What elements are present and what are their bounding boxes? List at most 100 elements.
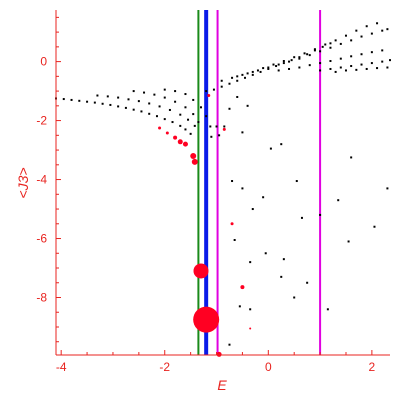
- black-data-point: [267, 67, 270, 70]
- black-data-point: [236, 79, 239, 82]
- red-data-point: [216, 351, 222, 357]
- black-data-point: [326, 308, 329, 311]
- black-data-point: [337, 199, 340, 202]
- black-data-point: [101, 102, 104, 105]
- black-data-point: [277, 69, 280, 72]
- black-data-point: [251, 208, 254, 211]
- black-data-point: [158, 105, 161, 108]
- black-data-point: [386, 66, 389, 69]
- black-data-point: [308, 64, 311, 67]
- black-data-point: [109, 103, 112, 106]
- axes-layer: -4 -2 0 2 0 -2 -4 -6 -8: [36, 10, 390, 374]
- red-data-point: [230, 222, 234, 226]
- black-data-point: [319, 50, 322, 53]
- red-data-point: [249, 327, 252, 330]
- x-tick-label: -2: [159, 360, 170, 374]
- black-data-point: [236, 95, 239, 98]
- black-data-point: [350, 156, 353, 159]
- black-data-point: [360, 53, 363, 56]
- black-data-point: [168, 108, 171, 111]
- red-data-point: [222, 127, 226, 131]
- black-data-point: [212, 88, 215, 91]
- black-data-point: [163, 88, 166, 91]
- black-data-point: [210, 135, 213, 138]
- black-data-point: [262, 196, 265, 199]
- x-tick-label: 0: [265, 360, 272, 374]
- black-data-point: [373, 225, 376, 228]
- black-data-point: [62, 98, 65, 101]
- black-data-point: [127, 98, 130, 101]
- black-data-point: [70, 98, 73, 101]
- black-data-point: [228, 82, 231, 85]
- black-data-point: [218, 134, 221, 137]
- black-data-point: [264, 252, 267, 255]
- black-data-point: [277, 63, 280, 66]
- black-data-point: [306, 281, 309, 284]
- black-data-point: [370, 51, 373, 54]
- red-data-point: [165, 131, 169, 135]
- black-data-point: [308, 54, 311, 57]
- black-data-point: [350, 55, 353, 58]
- black-data-point: [319, 213, 322, 216]
- black-data-point: [355, 29, 358, 32]
- black-data-point: [269, 147, 272, 150]
- black-data-point: [140, 110, 143, 113]
- black-data-point: [137, 100, 140, 103]
- black-data-point: [231, 76, 234, 79]
- black-data-point: [290, 59, 293, 62]
- black-data-point: [350, 65, 353, 68]
- black-data-point: [321, 45, 324, 48]
- black-data-point: [220, 85, 223, 88]
- black-data-point: [344, 69, 347, 72]
- black-data-point: [282, 62, 285, 65]
- red-points-layer: [158, 94, 252, 357]
- black-data-point: [241, 187, 244, 190]
- red-data-point: [191, 158, 198, 165]
- black-data-point: [282, 258, 285, 261]
- black-data-point: [148, 102, 151, 105]
- black-data-point: [197, 121, 200, 124]
- black-data-point: [184, 106, 187, 109]
- black-data-point: [223, 125, 226, 128]
- black-data-point: [275, 65, 278, 68]
- black-data-point: [298, 56, 301, 59]
- black-data-point: [179, 113, 182, 116]
- black-data-point: [233, 239, 236, 241]
- black-data-point: [303, 52, 306, 55]
- black-data-point: [259, 70, 262, 73]
- black-data-point: [78, 99, 81, 102]
- black-data-point: [96, 94, 99, 97]
- black-data-point: [228, 107, 231, 110]
- black-data-point: [238, 305, 241, 308]
- black-data-point: [220, 79, 223, 82]
- black-data-point: [246, 104, 249, 107]
- y-tick-label: 0: [40, 55, 47, 69]
- black-data-point: [334, 70, 337, 73]
- black-data-point: [298, 66, 301, 69]
- black-data-point: [189, 132, 192, 135]
- black-data-point: [215, 125, 218, 128]
- black-data-point: [251, 73, 254, 76]
- black-data-point: [192, 113, 195, 116]
- red-data-point: [193, 306, 220, 333]
- black-data-point: [300, 216, 303, 219]
- black-data-point: [360, 63, 363, 66]
- y-axis-title: <J3>: [15, 167, 31, 198]
- black-data-point: [132, 90, 135, 93]
- red-data-point: [193, 263, 209, 279]
- black-data-point: [313, 48, 316, 51]
- black-data-point: [306, 53, 309, 56]
- y-tick-label: -2: [36, 114, 47, 128]
- black-data-point: [365, 67, 368, 70]
- black-data-point: [187, 118, 190, 121]
- black-data-point: [192, 98, 195, 101]
- black-data-point: [155, 115, 158, 118]
- black-data-point: [329, 42, 332, 45]
- black-data-point: [376, 67, 379, 70]
- red-data-point: [182, 141, 188, 147]
- black-data-point: [381, 49, 384, 52]
- black-data-point: [251, 70, 254, 73]
- black-data-point: [365, 25, 368, 28]
- black-data-point: [174, 100, 177, 103]
